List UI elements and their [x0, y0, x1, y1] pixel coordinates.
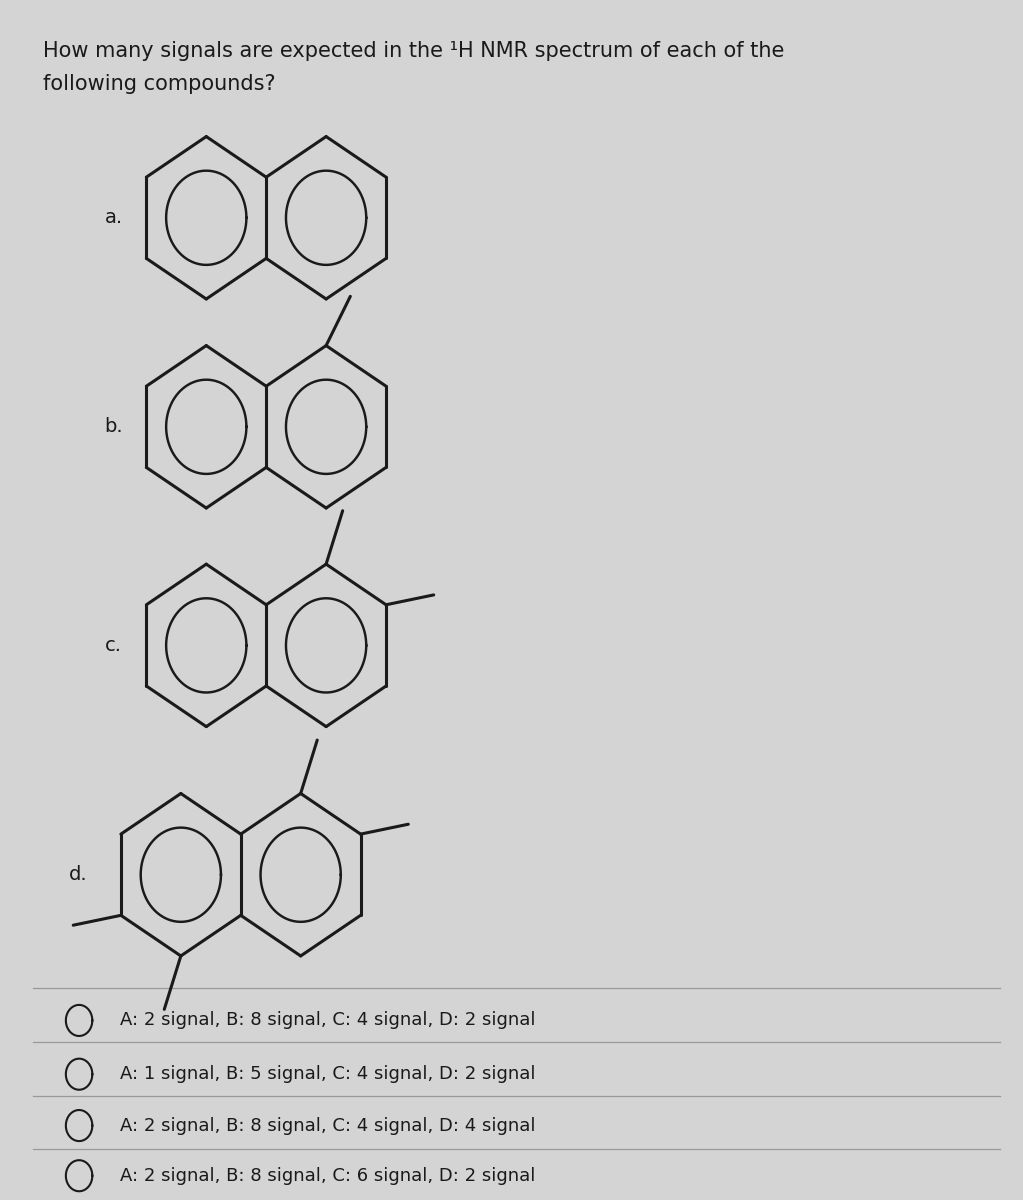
Text: b.: b.	[104, 418, 123, 437]
Text: following compounds?: following compounds?	[43, 74, 276, 95]
Text: A: 2 signal, B: 8 signal, C: 6 signal, D: 2 signal: A: 2 signal, B: 8 signal, C: 6 signal, D…	[120, 1166, 535, 1184]
Text: How many signals are expected in the ¹H NMR spectrum of each of the: How many signals are expected in the ¹H …	[43, 41, 785, 61]
Text: c.: c.	[104, 636, 122, 655]
Text: A: 2 signal, B: 8 signal, C: 4 signal, D: 2 signal: A: 2 signal, B: 8 signal, C: 4 signal, D…	[120, 1012, 535, 1030]
Text: A: 2 signal, B: 8 signal, C: 4 signal, D: 4 signal: A: 2 signal, B: 8 signal, C: 4 signal, D…	[120, 1116, 535, 1134]
Text: d.: d.	[69, 865, 88, 884]
Text: a.: a.	[104, 209, 123, 227]
Text: A: 1 signal, B: 5 signal, C: 4 signal, D: 2 signal: A: 1 signal, B: 5 signal, C: 4 signal, D…	[120, 1066, 535, 1084]
